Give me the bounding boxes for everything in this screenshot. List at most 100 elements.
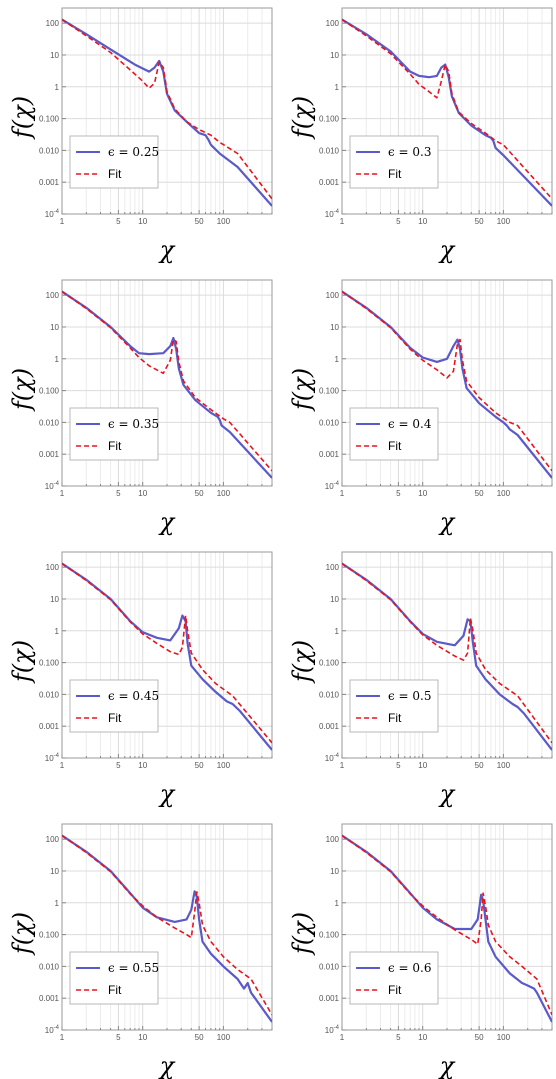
x-tick-label: 5 [396,217,401,226]
x-tick-label: 50 [195,489,204,498]
y-tick-label: 0.100 [39,931,60,940]
y-tick-label: 0.001 [319,178,340,187]
legend-label: Fit [388,983,402,997]
chart-panel-row3-left: 1 5 10 50 100 10-4 0.001 0.010 0.100 1 10 100 f(χ) χ ϵ… [8,551,273,808]
y-tick-label: 10 [50,867,59,876]
y-tick-label: 1 [335,627,340,636]
x-axis-label: χ [438,508,456,536]
x-axis-label: χ [158,1052,176,1079]
x-tick-label: 1 [60,1033,65,1042]
legend-label: Fit [388,439,402,453]
y-tick-label: 0.100 [39,659,60,668]
y-tick-label: 1 [335,899,340,908]
x-tick-label: 5 [396,1033,401,1042]
y-tick-label: 0.010 [39,962,60,971]
series-line-fit [342,834,552,1016]
y-tick-label: 0.001 [319,722,340,731]
x-tick-label: 100 [217,1033,231,1042]
y-tick-label: 10-4 [325,1025,340,1035]
y-tick-label: 0.010 [319,962,340,971]
series-line-data [62,290,272,479]
x-tick-label: 10 [418,489,427,498]
y-tick-label: 0.001 [39,722,60,731]
y-tick-label: 1 [55,627,60,636]
y-tick-label: 100 [46,291,60,300]
y-tick-label: 100 [326,291,340,300]
x-tick-label: 100 [217,217,231,226]
y-tick-label: 0.100 [319,387,340,396]
x-tick-label: 5 [116,217,121,226]
chart-panel-bottom-left: 1 5 10 50 100 10-4 0.001 0.010 0.100 1 10 100 f(χ) χ ϵ… [8,823,273,1079]
series-line-fit [62,562,272,744]
y-tick-label: 10-4 [325,481,340,491]
x-tick-label: 1 [340,1033,345,1042]
x-tick-label: 10 [138,761,147,770]
legend-box [69,135,159,189]
x-tick-label: 5 [396,489,401,498]
y-tick-label: 100 [326,835,340,844]
legend-label: Fit [108,167,122,181]
x-tick-label: 100 [497,761,511,770]
legend-box [349,407,439,461]
legend-label: Fit [108,983,122,997]
x-tick-label: 1 [340,761,345,770]
legend-label: ϵ = 0.4 [388,417,432,431]
y-tick-label: 100 [46,835,60,844]
series-line-fit [342,562,552,744]
y-axis-label: f(χ) [288,912,316,956]
y-tick-label: 0.010 [39,146,60,155]
y-tick-label: 1 [335,355,340,364]
y-tick-label: 100 [46,19,60,28]
y-tick-label: 0.010 [319,418,340,427]
y-tick-label: 10 [330,323,339,332]
y-tick-label: 10-4 [45,1025,60,1035]
x-tick-label: 10 [418,217,427,226]
y-tick-label: 0.100 [319,659,340,668]
y-tick-label: 10 [50,51,59,60]
y-tick-label: 10 [330,595,339,604]
x-tick-label: 1 [60,489,65,498]
x-tick-label: 50 [475,761,484,770]
x-axis-label: χ [158,236,176,264]
series-line-fit [62,834,272,1016]
x-tick-label: 1 [60,761,65,770]
legend-label: ϵ = 0.45 [108,689,159,703]
y-tick-label: 10 [50,323,59,332]
y-tick-label: 0.001 [319,994,340,1003]
y-axis-label: f(χ) [8,368,36,412]
legend-box [69,951,159,1005]
y-tick-label: 0.010 [39,418,60,427]
legend-label: Fit [388,167,402,181]
x-axis-label: χ [158,508,176,536]
y-tick-label: 1 [55,355,60,364]
series-line-fit [62,18,272,200]
y-tick-label: 0.010 [39,690,60,699]
x-tick-label: 100 [217,761,231,770]
x-axis-label: χ [438,1052,456,1079]
y-axis-label: f(χ) [288,96,316,140]
x-tick-label: 50 [475,1033,484,1042]
y-tick-label: 0.100 [39,387,60,396]
chart-panel-row2-right: 1 5 10 50 100 10-4 0.001 0.010 0.100 1 10 100 f(χ) χ ϵ… [288,279,553,536]
x-tick-label: 5 [116,1033,121,1042]
legend-box [349,951,439,1005]
y-tick-label: 1 [335,83,340,92]
x-tick-label: 100 [497,217,511,226]
y-tick-label: 10-4 [45,209,60,219]
legend-label: Fit [108,439,122,453]
y-tick-label: 1 [55,83,60,92]
x-tick-label: 5 [116,489,121,498]
y-tick-label: 10 [330,51,339,60]
y-tick-label: 100 [46,563,60,572]
y-axis-label: f(χ) [288,640,316,684]
y-axis-label: f(χ) [8,640,36,684]
x-axis-label: χ [438,236,456,264]
legend-box [69,407,159,461]
y-tick-label: 10-4 [45,481,60,491]
x-axis-label: χ [158,780,176,808]
y-tick-label: 0.001 [39,994,60,1003]
y-tick-label: 10-4 [45,753,60,763]
y-tick-label: 100 [326,563,340,572]
x-tick-label: 10 [418,761,427,770]
x-tick-label: 5 [396,761,401,770]
